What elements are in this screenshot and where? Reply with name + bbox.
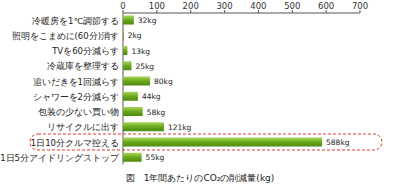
bar <box>123 92 138 101</box>
category-label: 冷暖房を1℃調節する <box>32 16 119 26</box>
category-label: 冷蔵庫を整理する <box>47 61 119 71</box>
bar <box>123 107 143 116</box>
bar <box>123 16 134 25</box>
category-label: 1日5分アイドリングストップ <box>0 153 120 163</box>
x-tick-label: 400 <box>250 1 266 11</box>
x-tick-label: 100 <box>149 1 165 11</box>
category-label: 包装の少ない買い物 <box>38 107 119 117</box>
x-tick-label: 600 <box>318 1 334 11</box>
data-label: 121kg <box>168 123 192 132</box>
x-tick-label: 300 <box>216 1 232 11</box>
bar <box>123 46 127 55</box>
data-label: 55kg <box>146 153 165 162</box>
x-tick-label: 700 <box>352 1 368 11</box>
bar <box>123 138 322 147</box>
category-label: 追いだきを1回減らす <box>33 77 119 87</box>
x-tick-label: 500 <box>284 1 300 11</box>
data-label: 13kg <box>131 47 150 56</box>
bar <box>123 153 142 162</box>
highlight <box>30 134 382 150</box>
category-label: 照明をこまめに(60分)消す <box>12 31 119 41</box>
x-tick-label: 0 <box>120 1 125 11</box>
category-label: リサイクルに出す <box>47 122 119 132</box>
category-label: TVを60分減らす <box>51 46 119 56</box>
bar <box>123 61 131 70</box>
plot-area <box>123 16 322 162</box>
bar <box>123 31 124 40</box>
data-label: 2kg <box>128 31 142 40</box>
bar <box>123 122 164 131</box>
category-label: シャワーを2分減らす <box>33 92 119 102</box>
data-label: 32kg <box>138 16 157 25</box>
chart-title: 図 1年間あたりのCO₂の削減量(kg) <box>126 173 275 183</box>
x-tick-label: 200 <box>183 1 199 11</box>
data-label: 588kg <box>326 138 350 147</box>
data-label: 25kg <box>135 62 154 71</box>
data-label: 58kg <box>147 108 166 117</box>
data-label: 80kg <box>154 77 173 86</box>
data-label: 44kg <box>142 92 161 101</box>
bar <box>123 77 150 86</box>
category-label: 1日10分クルマ控える <box>31 138 119 148</box>
x-axis-line <box>123 13 360 14</box>
chart: 0 100 200 300 400 500 600 700 冷暖房を1℃調節する 32kg 照明をこ… <box>0 0 400 187</box>
